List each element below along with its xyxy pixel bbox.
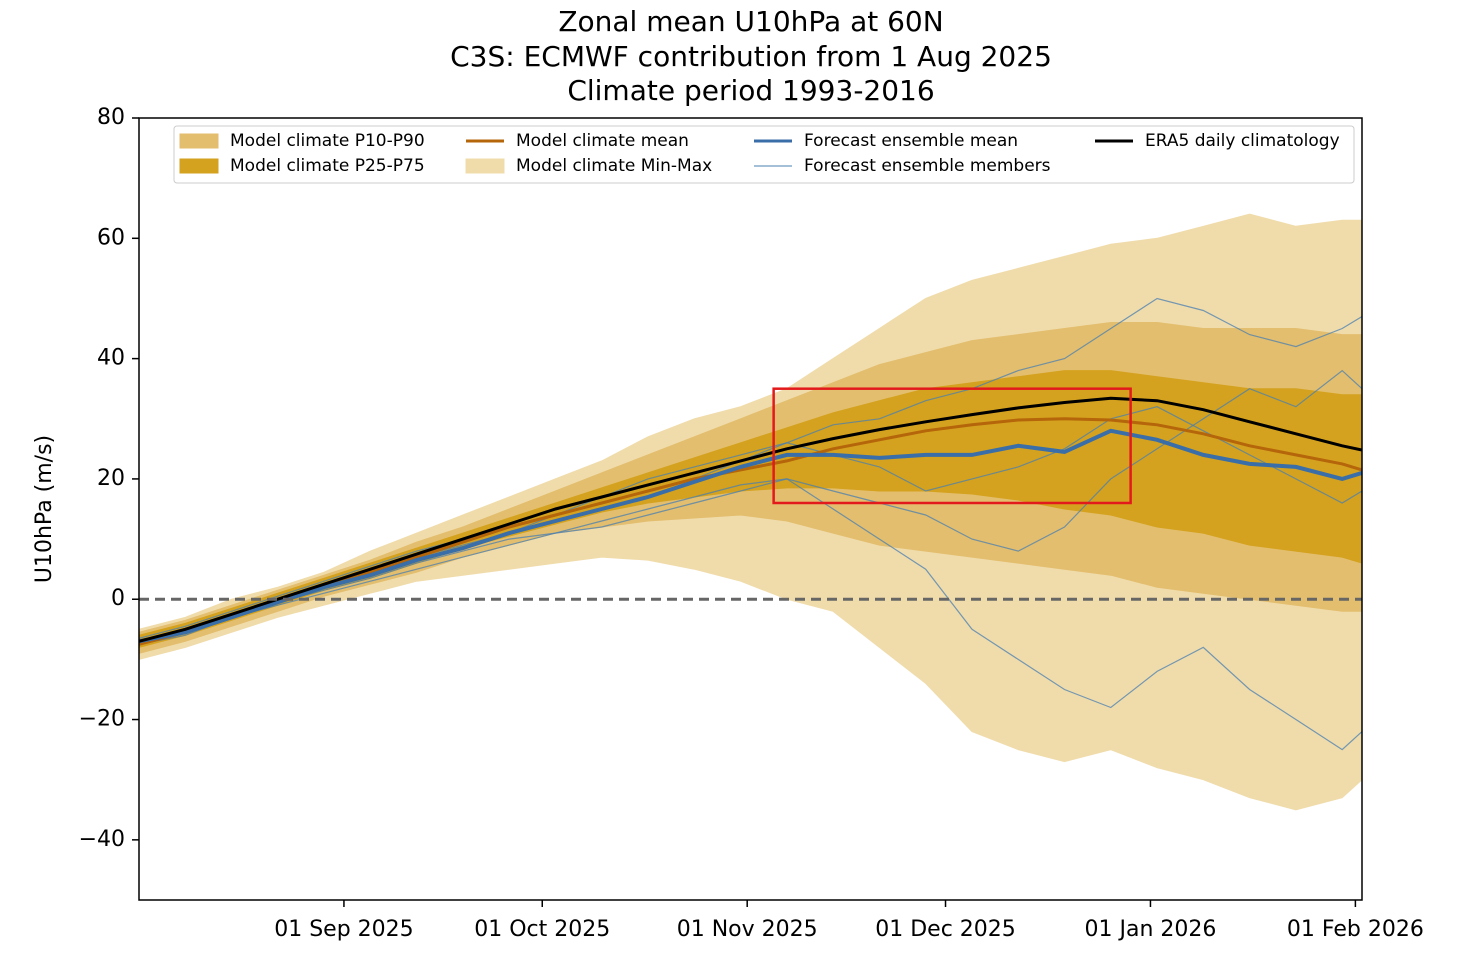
highlight-box (772, 387, 1132, 505)
band (139, 370, 1362, 648)
y-tick-label: 60 (97, 225, 125, 250)
legend-label: Model climate mean (516, 131, 689, 151)
legend-label: Forecast ensemble members (804, 156, 1051, 176)
chart-subtitle: Climate period 1993-2016 (567, 74, 934, 107)
ensemble-member (139, 369, 1362, 642)
legend-swatch (465, 158, 505, 174)
legend-label: ERA5 daily climatology (1145, 131, 1340, 151)
y-axis-label: U10hPa (m/s) (32, 435, 57, 583)
x-tick-label: 01 Feb 2026 (1287, 917, 1424, 942)
x-tick-label: 01 Jan 2026 (1085, 917, 1217, 942)
y-tick-label: 40 (97, 346, 125, 371)
y-tick-label: −20 (79, 707, 125, 732)
legend-label: Forecast ensemble mean (804, 131, 1018, 151)
plot-frame (138, 117, 1363, 901)
legend-swatch (179, 133, 219, 149)
legend-label: Model climate Min-Max (516, 156, 712, 176)
legend: Model climate P10-P90 Model climate P25-P… (173, 125, 1355, 184)
x-tick-label: 01 Oct 2025 (474, 917, 610, 942)
x-tick-label: 01 Sep 2025 (274, 917, 413, 942)
line (139, 396, 1362, 643)
y-tick-label: 80 (97, 105, 125, 130)
x-tick-label: 01 Dec 2025 (875, 917, 1016, 942)
chart-subtitle: C3S: ECMWF contribution from 1 Aug 2025 (450, 40, 1052, 73)
legend-label: Model climate P10-P90 (230, 131, 425, 151)
line (139, 428, 1362, 644)
chart-title: Zonal mean U10hPa at 60N (558, 5, 943, 38)
legend-label: Model climate P25-P75 (230, 156, 425, 176)
plot-area (139, 213, 1362, 811)
legend-swatch (179, 158, 219, 174)
ensemble-member (139, 406, 1362, 639)
ensemble-member (139, 478, 1362, 751)
x-tick-label: 01 Nov 2025 (677, 917, 818, 942)
y-tick-label: 20 (97, 466, 125, 491)
y-tick-label: −40 (79, 827, 125, 852)
y-tick-label: 0 (111, 586, 125, 611)
